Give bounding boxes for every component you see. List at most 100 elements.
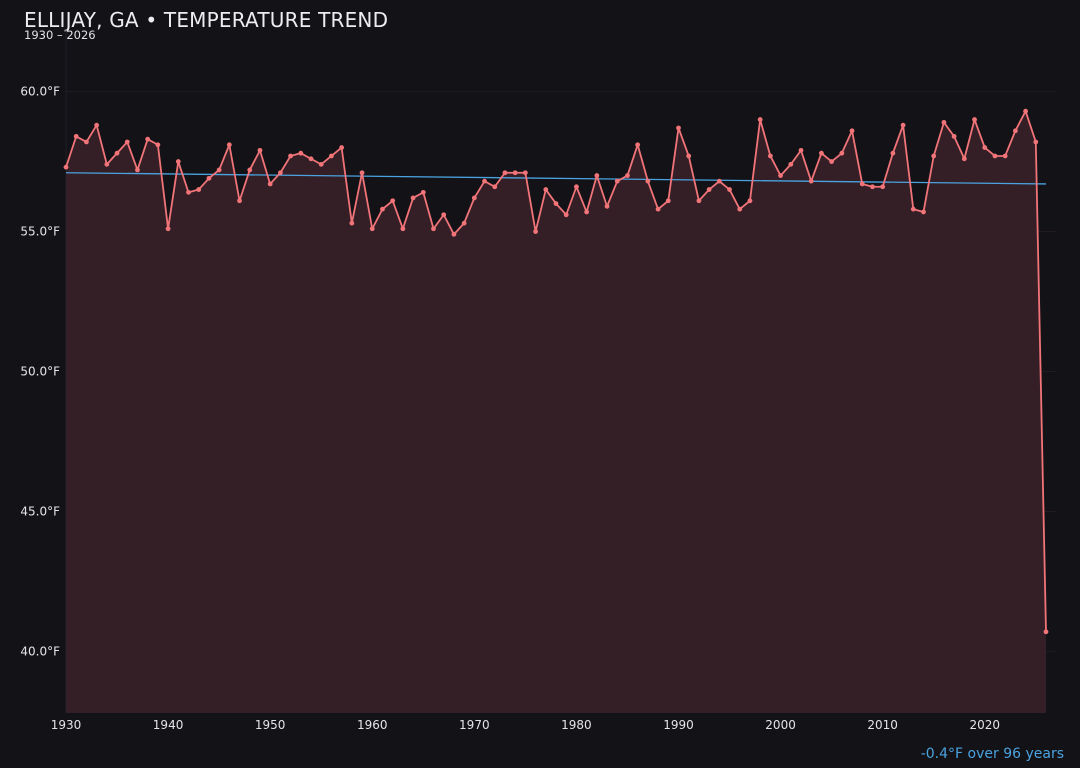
data-point <box>400 226 406 232</box>
y-tick-label: 60.0°F <box>20 85 60 99</box>
x-tick-label: 2010 <box>867 718 898 732</box>
y-tick-label: 55.0°F <box>20 225 60 239</box>
data-point <box>359 170 365 176</box>
data-point <box>716 178 722 184</box>
data-point <box>349 220 355 226</box>
data-point <box>798 147 804 153</box>
y-tick-label: 40.0°F <box>20 644 60 658</box>
x-tick-label: 2020 <box>969 718 1000 732</box>
x-tick-label: 2000 <box>765 718 796 732</box>
x-tick-label: 1960 <box>357 718 388 732</box>
data-point <box>604 203 610 209</box>
trend-summary: -0.4°F over 96 years <box>920 746 1064 762</box>
data-point <box>216 167 222 173</box>
data-point <box>676 125 681 131</box>
data-point <box>1023 108 1028 114</box>
data-point <box>298 150 304 156</box>
data-point <box>931 153 937 159</box>
x-tick-label: 1930 <box>51 718 82 732</box>
data-point <box>543 187 549 192</box>
data-point <box>808 178 814 184</box>
data-point <box>186 189 191 195</box>
data-point <box>431 226 436 232</box>
data-point <box>237 198 242 204</box>
data-point <box>482 178 487 184</box>
y-tick-label: 50.0°F <box>20 365 60 379</box>
chart-subtitle: 1930 – 2026 <box>24 28 96 42</box>
data-point <box>574 184 579 190</box>
data-point <box>788 161 794 167</box>
data-point <box>859 181 865 187</box>
data-point <box>635 142 641 148</box>
data-point <box>308 156 314 162</box>
data-point <box>982 145 988 150</box>
trend-line <box>65 172 1047 185</box>
data-point <box>380 206 385 212</box>
data-point <box>839 150 845 156</box>
data-point <box>124 139 130 145</box>
data-point <box>165 226 171 232</box>
data-point <box>1043 629 1049 635</box>
data-point <box>277 170 283 176</box>
data-point <box>890 150 896 156</box>
data-point <box>1002 153 1008 159</box>
data-point <box>870 184 875 190</box>
area-fill <box>66 111 1046 714</box>
data-point <box>829 159 835 164</box>
data-point <box>94 122 100 128</box>
data-point <box>706 187 712 192</box>
data-point <box>267 181 273 187</box>
data-point <box>135 167 140 173</box>
data-point <box>625 173 630 178</box>
data-point <box>155 142 161 148</box>
data-point <box>553 201 559 206</box>
data-point <box>747 198 753 204</box>
data-point <box>910 206 916 212</box>
data-point <box>1012 128 1018 134</box>
data-point <box>63 164 69 170</box>
x-tick-label: 1950 <box>255 718 286 732</box>
data-point <box>512 170 518 176</box>
data-point <box>686 153 692 159</box>
data-point <box>778 173 783 178</box>
data-point <box>1033 139 1039 145</box>
data-points <box>63 108 1049 635</box>
data-point <box>369 226 375 232</box>
x-tick-label: 1980 <box>561 718 592 732</box>
data-point <box>451 231 457 237</box>
data-point <box>584 209 590 215</box>
data-point <box>145 136 151 142</box>
data-point <box>390 198 396 204</box>
data-point <box>819 150 824 156</box>
data-point <box>226 142 232 148</box>
data-point <box>339 145 345 150</box>
y-tick-label: 45.0°F <box>20 504 60 518</box>
data-point <box>533 229 538 234</box>
data-point <box>767 153 773 159</box>
data-point <box>206 175 212 181</box>
data-point <box>73 133 79 139</box>
data-point <box>737 206 743 212</box>
data-point <box>696 198 702 204</box>
data-point <box>614 178 620 184</box>
data-point <box>247 167 253 173</box>
data-point <box>645 178 651 184</box>
data-point <box>921 209 926 215</box>
data-point <box>941 119 947 125</box>
data-point <box>492 184 498 190</box>
data-point <box>318 161 324 167</box>
data-point <box>114 150 120 156</box>
data-point <box>961 156 967 162</box>
data-point <box>104 161 110 167</box>
data-point <box>992 153 998 159</box>
data-point <box>461 220 467 226</box>
data-point <box>329 153 334 159</box>
data-point <box>471 195 477 201</box>
data-point <box>727 187 732 192</box>
data-point <box>410 195 416 201</box>
data-point <box>441 212 447 218</box>
data-point <box>522 170 528 176</box>
data-point <box>563 212 569 218</box>
data-point <box>757 117 763 122</box>
